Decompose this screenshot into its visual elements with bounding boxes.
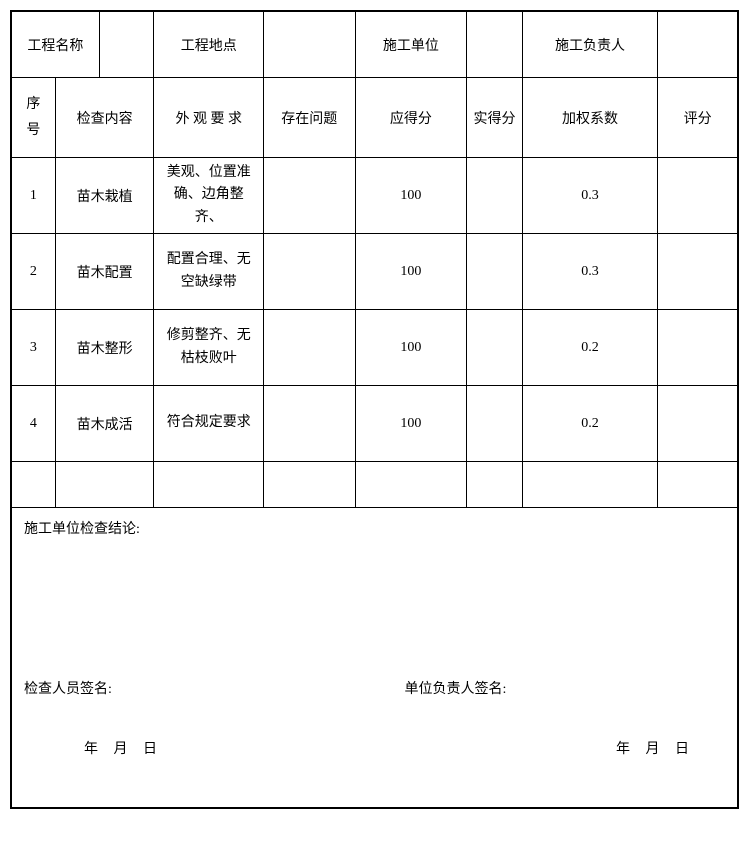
cell-problems	[264, 158, 356, 234]
signature-row: 检查人员签名: 单位负责人签名:	[24, 678, 725, 698]
construction-unit-label: 施工单位	[355, 12, 467, 78]
cell-req: 配置合理、无空缺绿带	[154, 234, 264, 310]
date-left: 年 月 日	[24, 738, 390, 758]
cell-max-score: 100	[355, 386, 467, 462]
cell-max-score: 100	[355, 234, 467, 310]
empty-row	[12, 462, 738, 508]
cell-req: 符合规定要求	[154, 386, 264, 462]
project-name-label: 工程名称	[12, 12, 100, 78]
leader-sign-label: 单位负责人签名:	[345, 678, 726, 698]
col-rating: 评分	[658, 78, 738, 158]
empty-cell	[55, 462, 154, 508]
col-check-content: 检查内容	[55, 78, 154, 158]
cell-content: 苗木配置	[55, 234, 154, 310]
cell-rating	[658, 310, 738, 386]
cell-rating	[658, 158, 738, 234]
conclusion-cell: 施工单位检查结论: 检查人员签名: 单位负责人签名: 年 月 日 年 月 日	[12, 508, 738, 808]
empty-cell	[467, 462, 523, 508]
col-seq: 序号	[12, 78, 56, 158]
empty-cell	[355, 462, 467, 508]
column-header-row: 序号 检查内容 外 观 要 求 存在问题 应得分 实得分 加权系数 评分	[12, 78, 738, 158]
table-row: 3 苗木整形 修剪整齐、无枯枝败叶 100 0.2	[12, 310, 738, 386]
cell-seq: 2	[12, 234, 56, 310]
cell-problems	[264, 310, 356, 386]
empty-cell	[522, 462, 657, 508]
empty-cell	[12, 462, 56, 508]
cell-actual-score	[467, 386, 523, 462]
cell-req: 修剪整齐、无枯枝败叶	[154, 310, 264, 386]
form-container: 工程名称 工程地点 施工单位 施工负责人 序号 检查内容 外 观 要 求 存在问…	[10, 10, 739, 809]
construction-leader-label: 施工负责人	[522, 12, 657, 78]
cell-actual-score	[467, 310, 523, 386]
construction-leader-value	[658, 12, 738, 78]
empty-cell	[658, 462, 738, 508]
conclusion-row: 施工单位检查结论: 检查人员签名: 单位负责人签名: 年 月 日 年 月 日	[12, 508, 738, 808]
table-row: 4 苗木成活 符合规定要求 100 0.2	[12, 386, 738, 462]
col-weight: 加权系数	[522, 78, 657, 158]
project-location-label: 工程地点	[154, 12, 264, 78]
date-right: 年 月 日	[390, 738, 726, 758]
date-row: 年 月 日 年 月 日	[24, 738, 725, 758]
cell-seq: 1	[12, 158, 56, 234]
cell-rating	[658, 386, 738, 462]
cell-max-score: 100	[355, 310, 467, 386]
cell-content: 苗木成活	[55, 386, 154, 462]
col-max-score: 应得分	[355, 78, 467, 158]
empty-cell	[264, 462, 356, 508]
col-problems: 存在问题	[264, 78, 356, 158]
conclusion-title: 施工单位检查结论:	[24, 518, 725, 538]
checker-sign-label: 检查人员签名:	[24, 678, 345, 698]
table-row: 2 苗木配置 配置合理、无空缺绿带 100 0.3	[12, 234, 738, 310]
cell-seq: 4	[12, 386, 56, 462]
construction-unit-value	[467, 12, 523, 78]
project-name-value	[99, 12, 154, 78]
inspection-table: 工程名称 工程地点 施工单位 施工负责人 序号 检查内容 外 观 要 求 存在问…	[11, 11, 738, 808]
cell-content: 苗木栽植	[55, 158, 154, 234]
project-location-value	[264, 12, 356, 78]
cell-seq: 3	[12, 310, 56, 386]
header-row: 工程名称 工程地点 施工单位 施工负责人	[12, 12, 738, 78]
table-row: 1 苗木栽植 美观、位置准确、边角整齐、 100 0.3	[12, 158, 738, 234]
cell-weight: 0.3	[522, 234, 657, 310]
cell-rating	[658, 234, 738, 310]
cell-actual-score	[467, 234, 523, 310]
cell-content: 苗木整形	[55, 310, 154, 386]
cell-actual-score	[467, 158, 523, 234]
cell-weight: 0.3	[522, 158, 657, 234]
cell-req: 美观、位置准确、边角整齐、	[154, 158, 264, 234]
empty-cell	[154, 462, 264, 508]
cell-max-score: 100	[355, 158, 467, 234]
col-actual-score: 实得分	[467, 78, 523, 158]
cell-weight: 0.2	[522, 310, 657, 386]
col-appearance-req: 外 观 要 求	[154, 78, 264, 158]
cell-weight: 0.2	[522, 386, 657, 462]
cell-problems	[264, 234, 356, 310]
cell-problems	[264, 386, 356, 462]
